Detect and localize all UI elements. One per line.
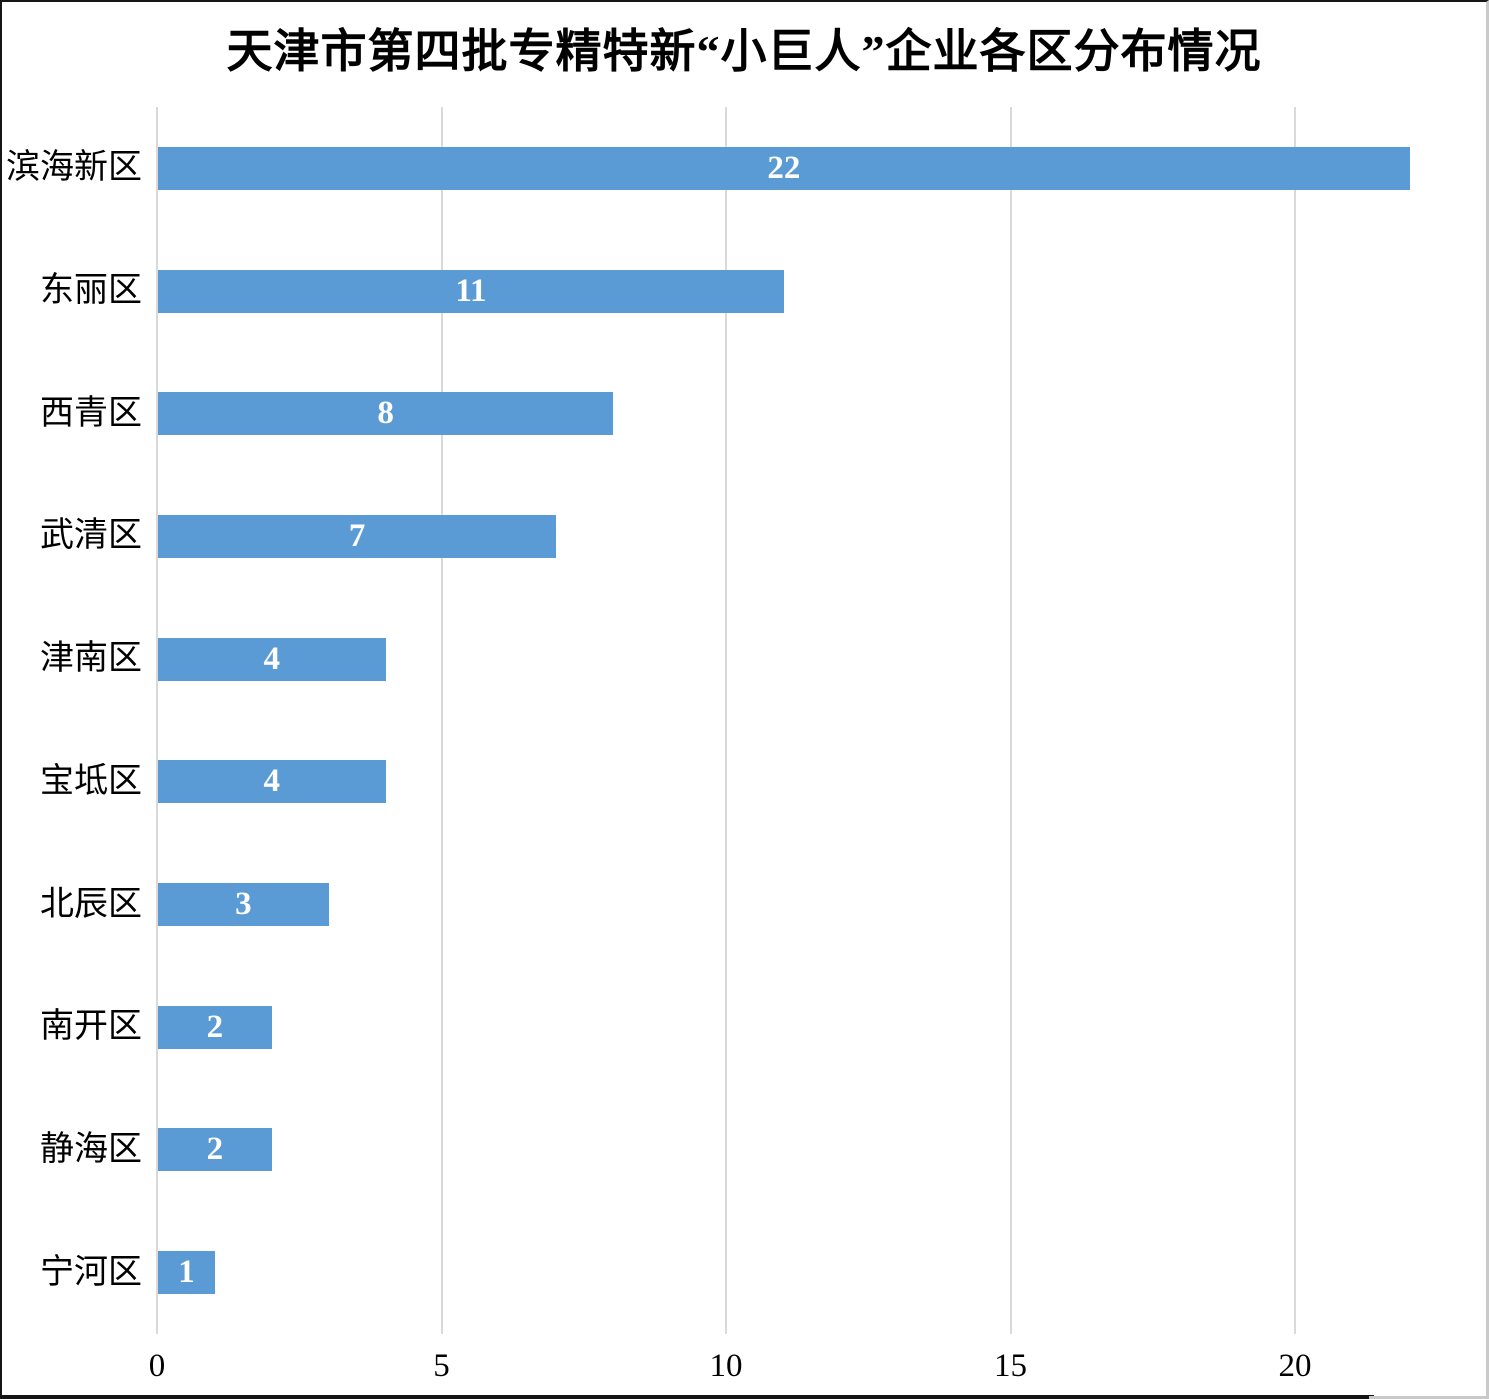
- x-axis-tick-label-5: 5: [433, 1348, 450, 1384]
- category-label-1: 东丽区: [40, 272, 142, 310]
- category-label-5: 宝坻区: [40, 762, 142, 800]
- x-axis-tick-label-20: 20: [1278, 1348, 1312, 1384]
- bar-row-2: 8: [158, 392, 614, 436]
- gridline-x-5: [440, 107, 443, 1334]
- bar-value-label-1: 11: [455, 272, 487, 309]
- x-axis-tick-label-10: 10: [709, 1348, 743, 1384]
- bar-row-4: 4: [158, 637, 386, 681]
- bar-row-1: 11: [158, 269, 784, 313]
- gridline-x-0: [156, 107, 158, 1334]
- bar-value-label-8: 2: [206, 1131, 224, 1168]
- bar-value-label-6: 3: [235, 886, 252, 923]
- category-label-6: 北辰区: [40, 885, 142, 923]
- category-label-0: 滨海新区: [6, 149, 142, 187]
- bar-value-label-5: 4: [263, 763, 281, 800]
- bar-value-label-0: 22: [767, 149, 801, 186]
- gridline-x-20: [1294, 107, 1296, 1334]
- x-axis-tick-label-0: 0: [148, 1348, 166, 1384]
- gridline-x-10: [725, 107, 727, 1334]
- window-bottom-edge: [2, 1395, 1374, 1399]
- chart-title: 天津市第四批专精特新“小巨人”企业各区分布情况: [226, 26, 1262, 77]
- bar-row-6: 3: [158, 883, 329, 927]
- gridline-x-15: [1009, 107, 1012, 1334]
- category-label-4: 津南区: [40, 640, 142, 678]
- bar-value-label-7: 2: [206, 1008, 224, 1045]
- bar-row-0: 22: [158, 146, 1410, 190]
- bar-value-label-9: 1: [178, 1254, 195, 1291]
- bar-row-5: 4: [158, 760, 386, 804]
- bar-value-label-4: 4: [263, 640, 281, 677]
- bar-value-label-3: 7: [348, 517, 366, 554]
- bar-row-9: 1: [158, 1251, 215, 1295]
- bar-row-3: 7: [158, 514, 557, 558]
- bar-row-7: 2: [158, 1005, 272, 1049]
- category-label-2: 西青区: [40, 394, 142, 432]
- category-label-8: 静海区: [40, 1130, 142, 1168]
- bar-row-8: 2: [158, 1128, 272, 1172]
- window-bottom-right-edge: [1369, 1396, 1486, 1399]
- x-axis-tick-label-15: 15: [994, 1348, 1027, 1384]
- category-label-9: 宁河区: [40, 1253, 142, 1291]
- bar-value-label-2: 8: [377, 395, 394, 432]
- category-label-7: 南开区: [40, 1008, 142, 1046]
- category-label-3: 武清区: [40, 517, 142, 555]
